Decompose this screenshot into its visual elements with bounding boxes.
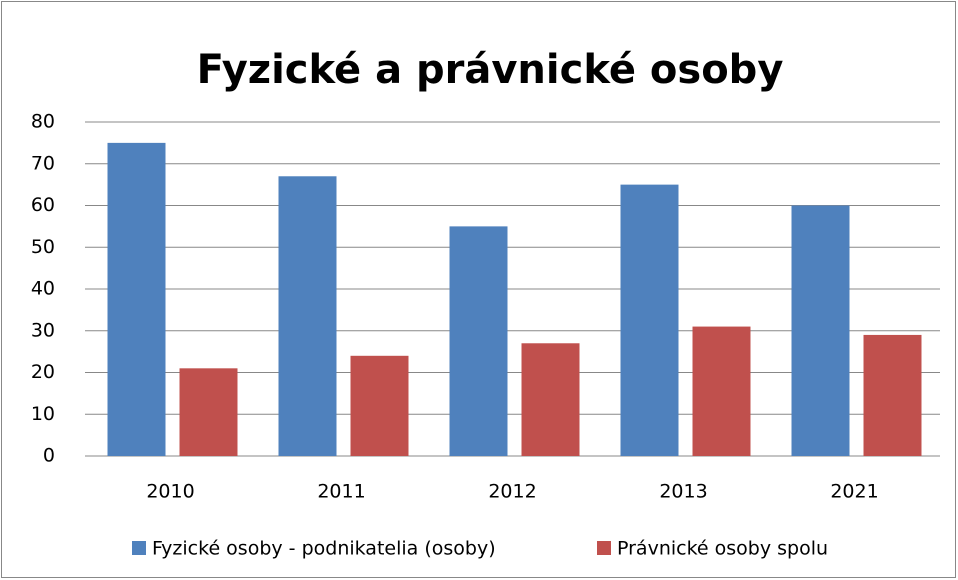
y-tick-label: 60: [31, 194, 55, 216]
y-tick-label: 20: [31, 361, 55, 383]
bar: [620, 184, 679, 456]
y-tick-label: 0: [43, 445, 55, 467]
y-tick-label: 30: [31, 319, 55, 341]
y-tick-label: 40: [31, 278, 55, 300]
bar: [521, 343, 580, 456]
bar: [449, 226, 508, 456]
x-tick-label: 2010: [146, 481, 194, 503]
legend-label: Fyzické osoby - podnikatelia (osoby): [152, 538, 496, 560]
bar: [278, 176, 337, 456]
x-tick-label: 2011: [317, 481, 365, 503]
legend-swatch: [597, 541, 611, 555]
bar: [863, 334, 922, 456]
x-tick-label: 2021: [830, 481, 878, 503]
bar: [350, 355, 409, 456]
bar: [107, 142, 166, 456]
bar: [179, 368, 238, 456]
y-tick-label: 50: [31, 236, 55, 258]
x-tick-label: 2013: [659, 481, 707, 503]
legend-label: Právnické osoby spolu: [617, 538, 828, 560]
x-tick-label: 2012: [488, 481, 536, 503]
y-tick-label: 70: [31, 152, 55, 174]
y-tick-label: 80: [31, 111, 55, 133]
bar: [692, 326, 751, 456]
bar: [791, 205, 850, 456]
y-tick-label: 10: [31, 403, 55, 425]
chart-title: Fyzické a právnické osoby: [197, 47, 784, 93]
legend-swatch: [132, 541, 146, 555]
